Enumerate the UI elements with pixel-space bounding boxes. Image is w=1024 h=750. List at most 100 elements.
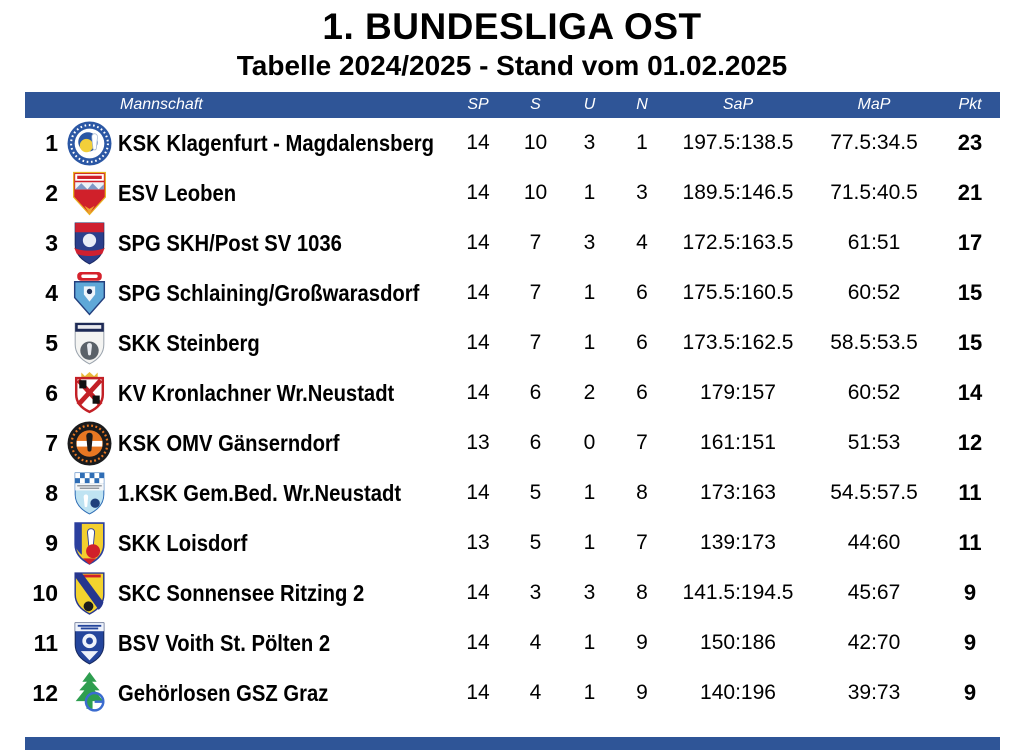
set-points: 197.5:138.5	[682, 131, 794, 154]
skk-loisdorf-logo-icon	[60, 521, 118, 566]
rank-number: 3	[45, 229, 58, 256]
wins: 4	[529, 631, 542, 654]
losses: 8	[636, 481, 648, 504]
draws: 0	[583, 431, 596, 454]
wins: 3	[529, 581, 542, 604]
rank-number: 10	[32, 579, 58, 606]
match-points: 60:52	[847, 281, 901, 304]
wins: 7	[529, 231, 542, 254]
draws: 1	[583, 681, 596, 704]
team-name: SPG Schlaining/Großwarasdorf	[118, 279, 420, 306]
kv-kronlachner-wr-neustadt-logo-icon	[60, 371, 118, 416]
match-points: 61:51	[847, 231, 901, 254]
table-row: 8 1.KSK Gem.Bed. Wr.Neustadt 14 5 1 8 17…	[25, 468, 1000, 518]
losses: 1	[636, 131, 648, 154]
table-row: 10 SKC Sonnensee Ritzing 2 14 3 3 8 141.…	[25, 568, 1000, 618]
table-row: 2 ESV Leoben 14 10 1 3 189.5:146.5 71.5:…	[25, 168, 1000, 218]
skk-steinberg-logo-icon	[60, 321, 118, 366]
games-played: 14	[466, 231, 490, 254]
draws: 3	[583, 581, 596, 604]
rank-number: 1	[45, 129, 58, 156]
games-played: 14	[466, 131, 490, 154]
rank-number: 5	[45, 329, 58, 356]
ksk-omv-gaenserndorf-logo-icon	[60, 421, 118, 466]
points: 11	[958, 480, 982, 505]
games-played: 14	[466, 681, 490, 704]
losses: 8	[636, 581, 648, 604]
losses: 7	[636, 431, 648, 454]
table-row: 6 KV Kronlachner Wr.Neustadt 14 6 2 6 17…	[25, 368, 1000, 418]
match-points: 60:52	[847, 381, 901, 404]
team-name: 1.KSK Gem.Bed. Wr.Neustadt	[118, 479, 402, 506]
games-played: 14	[466, 631, 490, 654]
games-played: 13	[466, 431, 490, 454]
match-points: 45:67	[847, 581, 901, 604]
wins: 7	[529, 331, 542, 354]
rank-number: 2	[45, 179, 58, 206]
set-points: 139:173	[700, 531, 776, 554]
draws: 1	[583, 631, 596, 654]
losses: 6	[636, 331, 648, 354]
table-row: 5 SKK Steinberg 14 7 1 6 173.5:162.5 58.…	[25, 318, 1000, 368]
match-points: 77.5:34.5	[830, 131, 918, 154]
set-points: 140:196	[700, 681, 776, 704]
team-name: SKK Steinberg	[118, 329, 260, 356]
set-points: 175.5:160.5	[682, 281, 794, 304]
col-header-map: MaP	[857, 96, 891, 113]
page-title: 1. BUNDESLIGA OST	[322, 6, 702, 47]
set-points: 141.5:194.5	[682, 581, 794, 604]
games-played: 13	[466, 531, 490, 554]
games-played: 14	[466, 181, 490, 204]
match-points: 44:60	[847, 531, 901, 554]
table-row: 9 SKK Loisdorf 13 5 1 7 139:173 44:60 11	[25, 518, 1000, 568]
table-row: 12 Gehörlosen GSZ Graz 14 4 1 9 140:196 …	[25, 668, 1000, 718]
match-points: 39:73	[847, 681, 901, 704]
points: 9	[963, 630, 977, 655]
losses: 6	[636, 281, 648, 304]
losses: 7	[636, 531, 648, 554]
wins: 4	[529, 681, 542, 704]
points: 21	[957, 180, 983, 205]
losses: 9	[636, 681, 648, 704]
team-name: KV Kronlachner Wr.Neustadt	[118, 379, 395, 406]
wins: 10	[523, 131, 548, 154]
spg-skh-post-sv-1036-logo-icon	[60, 221, 118, 266]
points: 9	[963, 680, 977, 705]
wins: 6	[529, 381, 542, 404]
spg-schlaining-grosswarasdorf-logo-icon	[60, 271, 118, 316]
draws: 2	[583, 381, 596, 404]
rank-number: 7	[45, 429, 58, 456]
set-points: 173:163	[700, 481, 776, 504]
team-name: SKK Loisdorf	[118, 529, 248, 556]
rank-number: 6	[45, 379, 58, 406]
games-played: 14	[466, 481, 490, 504]
skc-sonnensee-ritzing-2-logo-icon	[60, 571, 118, 616]
team-name: BSV Voith St. Pölten 2	[118, 629, 331, 656]
games-played: 14	[466, 331, 490, 354]
table-row: 3 SPG SKH/Post SV 1036 14 7 3 4 172.5:16…	[25, 218, 1000, 268]
team-name: SPG SKH/Post SV 1036	[118, 229, 342, 256]
games-played: 14	[466, 381, 490, 404]
team-name: Gehörlosen GSZ Graz	[118, 679, 329, 706]
col-header-mannschaft: Mannschaft	[120, 96, 203, 113]
team-name: KSK Klagenfurt - Magdalensberg	[118, 129, 435, 156]
rank-number: 4	[45, 279, 58, 306]
esv-leoben-logo-icon	[60, 171, 118, 216]
points: 15	[957, 330, 983, 355]
match-points: 42:70	[847, 631, 901, 654]
col-header-u: U	[583, 96, 596, 113]
col-header-n: N	[636, 96, 648, 113]
wins: 7	[529, 281, 542, 304]
points: 14	[957, 380, 983, 405]
match-points: 51:53	[847, 431, 901, 454]
losses: 6	[636, 381, 648, 404]
draws: 1	[583, 481, 596, 504]
draws: 1	[583, 531, 596, 554]
rank-number: 8	[45, 479, 58, 506]
table-footer-bar	[25, 737, 1000, 750]
bsv-voith-st-poelten-2-logo-icon	[60, 621, 118, 666]
rank-number: 9	[45, 529, 58, 556]
points: 12	[957, 430, 983, 455]
page-subtitle: Tabelle 2024/2025 - Stand vom 01.02.2025	[236, 50, 788, 81]
set-points: 161:151	[700, 431, 776, 454]
